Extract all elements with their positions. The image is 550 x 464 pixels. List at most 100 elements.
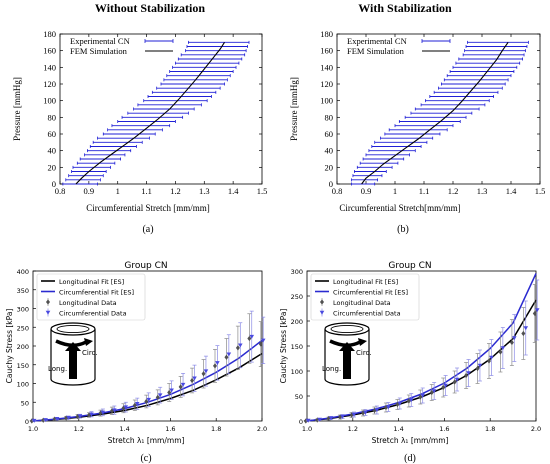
marker-circumferential: [112, 408, 117, 413]
marker-circumferential: [77, 414, 83, 419]
marker-circumferential: [157, 393, 163, 398]
y-tick-label: 40: [48, 146, 57, 156]
marker-circumferential: [238, 343, 243, 348]
x-tick-label: 1.6: [165, 425, 175, 433]
y-tick-label: 160: [43, 46, 56, 56]
marker-circumferential: [489, 355, 494, 360]
x-tick-label: 0.9: [361, 186, 372, 196]
x-tick-label: 2.0: [257, 425, 267, 433]
y-tick-label: 180: [43, 29, 56, 39]
panel-d-label: (d): [404, 453, 416, 464]
panel-b-title: With Stabilization: [358, 1, 452, 15]
marker-longitudinal: [464, 372, 469, 379]
panel-a-ylabel: Pressure [mmHg]: [12, 77, 22, 141]
longitudinal-arrow: [343, 349, 351, 379]
marker-longitudinal: [213, 363, 217, 369]
marker-circumferential: [203, 369, 209, 374]
y-tick-label: 300: [17, 306, 29, 314]
y-tick-label: 0: [25, 418, 29, 426]
x-tick-label: 1.1: [419, 186, 430, 196]
marker-circumferential: [215, 361, 220, 366]
marker-circumferential: [89, 412, 94, 417]
x-tick-label: 1.4: [228, 186, 239, 196]
x-tick-label: 1.4: [393, 425, 403, 433]
legend-label: Circumferential Data: [59, 310, 127, 318]
legend-label: Longitudinal Fit [ES]: [333, 278, 398, 286]
y-tick-label: 100: [320, 96, 333, 106]
legend-swatch-triangle: [45, 310, 51, 315]
y-tick-label: 400: [17, 268, 29, 276]
y-tick-label: 40: [325, 146, 334, 156]
marker-circumferential: [512, 336, 517, 341]
legend-label: Experimental CN: [70, 36, 130, 46]
y-tick-label: 50: [21, 399, 29, 407]
panel-c-xlabel: Stretch λ₁ [mm/mm]: [108, 436, 185, 445]
x-tick-label: 1.2: [448, 186, 459, 196]
plot-frame: [59, 33, 263, 185]
marker-circumferential: [54, 416, 60, 421]
y-tick-label: 60: [48, 129, 57, 139]
y-tick-label: 60: [325, 129, 334, 139]
y-tick-label: 0: [52, 179, 56, 189]
panel-d-ylabel: Cauchy Stress [kPa]: [279, 309, 288, 384]
inset-circ-label: Circ.: [356, 349, 372, 357]
panel-d-title: Group CN: [388, 261, 431, 271]
marker-circumferential: [477, 363, 483, 368]
y-tick-label: 0: [329, 179, 333, 189]
x-tick-label: 1.8: [485, 425, 495, 433]
y-tick-label: 140: [43, 62, 56, 72]
marker-circumferential: [408, 398, 414, 403]
x-tick-label: 1: [393, 186, 397, 196]
marker-longitudinal: [418, 394, 423, 400]
legend-box: [310, 273, 420, 321]
panel-b-label: (b): [397, 224, 409, 235]
legend-label: Longitudinal Data: [333, 299, 391, 307]
legend-label: Circumferential Data: [333, 310, 401, 318]
y-tick-label: 120: [43, 79, 56, 89]
marker-circumferential: [134, 401, 140, 406]
y-tick-label: 250: [291, 293, 303, 301]
circumferential-arrowhead: [358, 338, 367, 346]
panel-a-label: (a): [142, 224, 153, 235]
marker-circumferential: [328, 416, 334, 421]
cylinder-top: [324, 322, 370, 336]
marker-circumferential: [386, 405, 391, 410]
marker-longitudinal: [155, 394, 160, 400]
plot-frame: [336, 33, 541, 185]
x-tick-label: 1.2: [170, 186, 181, 196]
legend-label: Circumferential Fit [ES]: [333, 289, 408, 297]
panel-a-title: Without Stabilization: [95, 1, 205, 15]
legend-label: FEM Simulation: [347, 46, 405, 56]
marker-longitudinal: [258, 341, 263, 347]
cylinder-top: [50, 322, 96, 336]
marker-circumferential: [260, 338, 266, 343]
marker-longitudinal: [429, 389, 434, 396]
marker-circumferential: [397, 401, 403, 406]
marker-circumferential: [305, 418, 311, 423]
x-tick-label: 1: [116, 186, 120, 196]
legend-swatch-diamond: [46, 299, 50, 305]
x-tick-label: 0.8: [332, 186, 343, 196]
panel-c-label: (c): [140, 453, 151, 464]
marker-longitudinal: [144, 398, 149, 405]
marker-longitudinal: [247, 335, 252, 342]
cylinder-lumen: [56, 324, 90, 334]
cylinder-lumen: [330, 324, 364, 334]
x-tick-label: 1.8: [211, 425, 221, 433]
y-tick-label: 150: [291, 343, 303, 351]
y-tick-label: 100: [291, 368, 303, 376]
x-tick-label: 1.4: [119, 425, 129, 433]
longitudinal-arrowhead: [339, 342, 355, 351]
marker-circumferential: [534, 308, 540, 313]
marker-circumferential: [31, 418, 37, 423]
marker-circumferential: [66, 415, 71, 420]
x-tick-label: 1.2: [348, 425, 358, 433]
y-tick-label: 150: [17, 362, 29, 370]
marker-longitudinal: [452, 379, 457, 385]
marker-longitudinal: [498, 349, 503, 355]
x-tick-label: 0.8: [55, 186, 66, 196]
y-tick-label: 80: [48, 112, 57, 122]
circumferential-arrowhead: [84, 338, 93, 346]
marker-longitudinal: [190, 377, 195, 384]
